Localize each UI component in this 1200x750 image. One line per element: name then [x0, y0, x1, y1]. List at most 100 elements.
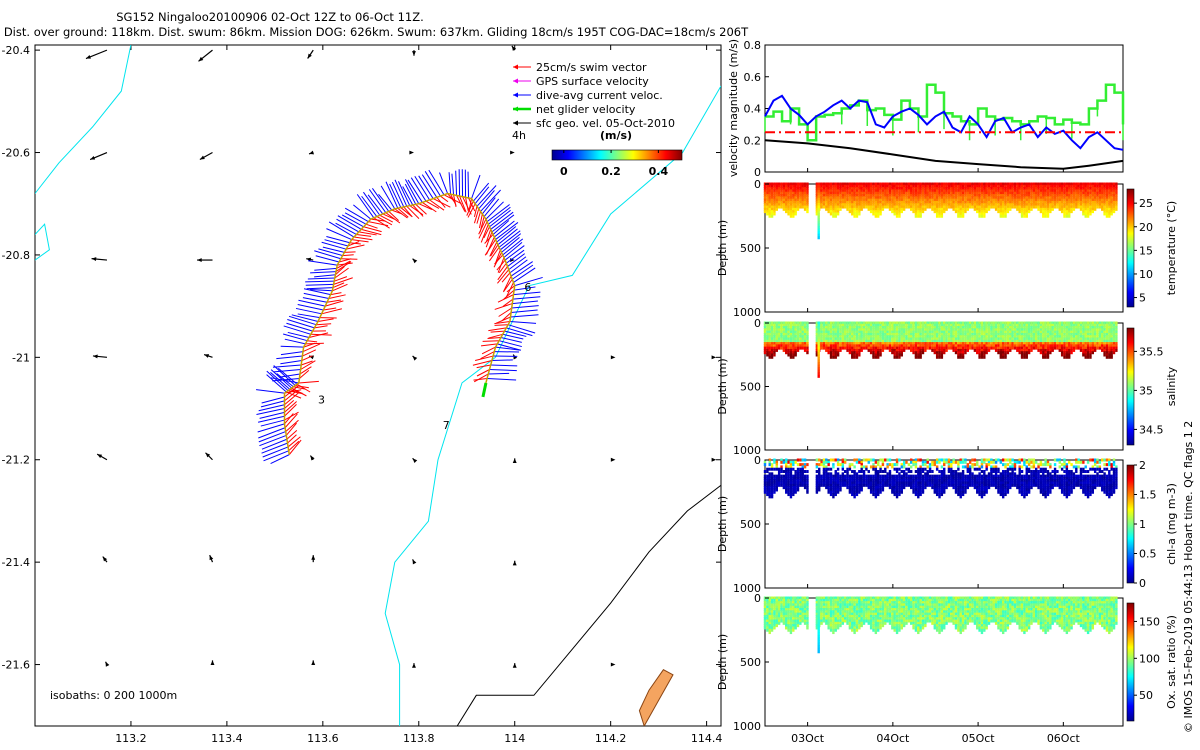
section-point	[832, 326, 835, 330]
section-point	[827, 486, 830, 490]
section-point	[1030, 203, 1033, 207]
section-point	[796, 346, 800, 350]
section-point	[773, 479, 776, 483]
section-point	[1027, 210, 1031, 214]
section-point	[1091, 342, 1094, 346]
section-point	[1098, 332, 1102, 336]
section-point	[931, 194, 934, 198]
section-point	[940, 323, 944, 327]
section-point	[1098, 342, 1102, 346]
section-point	[917, 212, 920, 216]
section-point	[1037, 339, 1040, 343]
swim-vector	[429, 199, 445, 211]
section-point	[1049, 210, 1052, 214]
section-point	[787, 346, 790, 350]
section-point	[763, 474, 767, 478]
section-point	[768, 328, 771, 332]
map-colorbar-ticks: 0 0.2 0.4	[560, 150, 668, 178]
section-point	[766, 205, 769, 209]
section-point	[976, 337, 979, 341]
section-point	[917, 196, 920, 200]
section-point	[846, 467, 849, 471]
section-point	[829, 321, 833, 325]
section-point	[999, 187, 1003, 191]
y-tick-label: 500	[740, 242, 761, 255]
section-point	[1023, 344, 1026, 348]
section-point	[1001, 326, 1005, 330]
section-point	[825, 191, 828, 195]
section-point	[888, 321, 892, 325]
section-point	[935, 351, 939, 355]
section-point	[832, 189, 835, 193]
section-point	[966, 337, 970, 341]
section-point	[789, 495, 793, 499]
section-point	[966, 184, 970, 188]
section-point	[832, 495, 835, 499]
dac-vector	[385, 181, 399, 209]
section-point	[1105, 332, 1109, 336]
section-point	[1020, 337, 1024, 341]
section-point	[994, 207, 998, 211]
section-point	[935, 328, 939, 332]
section-point	[843, 335, 847, 339]
section-point	[766, 342, 769, 346]
section-point	[1065, 328, 1069, 332]
section-point	[954, 203, 958, 207]
section-point	[858, 212, 861, 216]
section-point	[902, 191, 906, 195]
section-point	[853, 330, 856, 334]
section-point	[777, 203, 781, 207]
section-point	[865, 328, 868, 332]
section-point	[959, 194, 962, 198]
section-point	[815, 481, 819, 485]
section-point	[985, 326, 988, 330]
section-point	[957, 214, 960, 218]
section-point	[924, 330, 927, 334]
section-point	[940, 332, 944, 336]
section-point	[1034, 203, 1038, 207]
geo-vector-head	[412, 355, 418, 361]
section-point	[787, 460, 790, 464]
section-point	[834, 353, 837, 357]
section-point	[834, 332, 837, 336]
swim-vector	[361, 228, 382, 236]
section-point	[912, 187, 915, 191]
section-point	[961, 351, 965, 355]
section-point	[900, 339, 903, 343]
section-point	[931, 184, 934, 188]
section-point	[817, 321, 820, 325]
section-point	[893, 335, 896, 339]
section-point	[785, 194, 788, 198]
section-point	[817, 331, 820, 335]
section-point	[947, 321, 951, 325]
section-point	[775, 342, 778, 346]
section-point	[905, 196, 908, 200]
section-point	[860, 203, 863, 207]
section-point	[902, 342, 906, 346]
section-point	[820, 474, 823, 478]
section-point	[888, 182, 892, 186]
section-point	[1023, 196, 1026, 200]
section-point	[964, 194, 967, 198]
section-point	[891, 187, 894, 191]
dac-vector	[324, 239, 349, 247]
section-point	[860, 330, 863, 334]
section-point	[888, 196, 892, 200]
section-point	[825, 346, 828, 350]
section-point	[855, 351, 859, 355]
section-point	[1096, 342, 1099, 346]
section-point	[881, 207, 885, 211]
section-point	[1020, 344, 1024, 348]
section-point	[1060, 353, 1064, 357]
section-point	[1060, 182, 1064, 186]
section-point	[792, 479, 795, 483]
section-point	[1115, 184, 1118, 188]
section-point	[775, 465, 778, 469]
section-point	[867, 348, 870, 352]
section-point	[1110, 348, 1113, 352]
section-point	[766, 470, 769, 474]
section-point	[1101, 207, 1104, 211]
section-point	[926, 342, 929, 346]
section-point	[874, 353, 878, 357]
section-point	[827, 335, 830, 339]
